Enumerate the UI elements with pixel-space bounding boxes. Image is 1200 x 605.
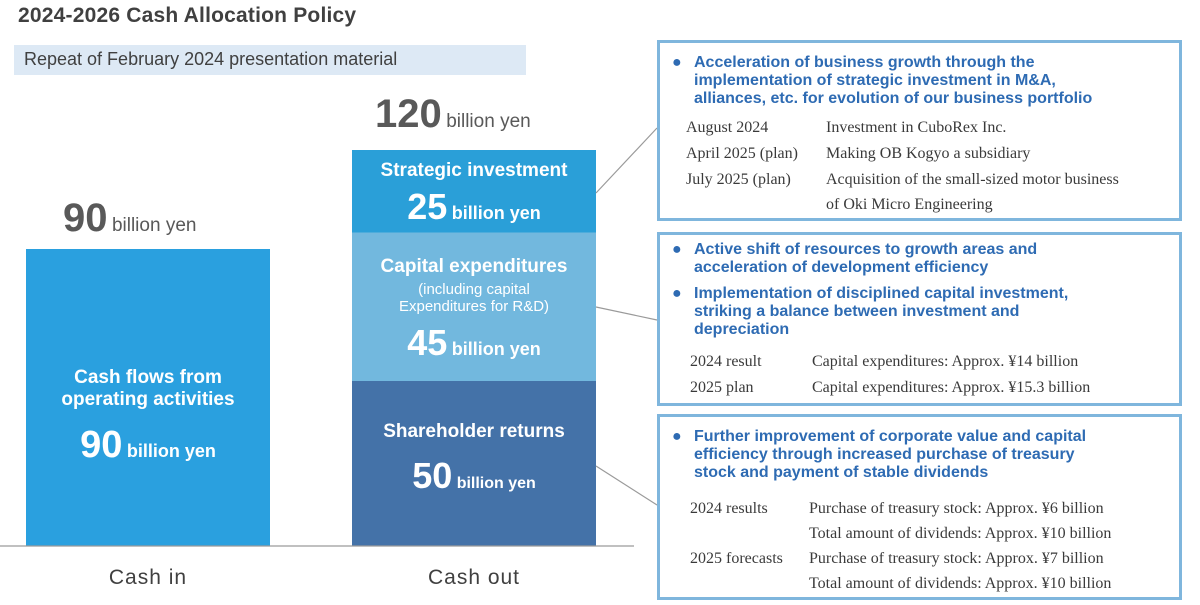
cash-out-total-value: 120 [375,92,442,136]
shareholder-row-text-1: Purchase of treasury stock: Approx. ¥6 b… [809,500,1104,517]
category-label-cash-in: Cash in [108,566,188,589]
capex-value-label: 45 billion yen [352,322,596,364]
bullet-icon: ● [672,428,682,445]
shareholder-value: 50 [412,455,453,496]
connector-strategic [595,127,658,194]
cash-in-bar [26,249,270,546]
strategic-value-label: 25 billion yen [352,186,596,228]
capex-row-text-2: Capital expenditures: Approx. ¥15.3 bill… [812,379,1091,396]
capex-note: (including capital Expenditures for R&D) [352,281,596,315]
connector-shareholder [595,465,658,506]
page-title: 2024-2026 Cash Allocation Policy [18,4,357,27]
capex-bullet-1-line2: acceleration of development efficiency [694,259,989,276]
capex-row-date-1: 2024 result [690,353,762,370]
bullet-icon: ● [672,241,682,258]
capex-bullet-1: ● Active shift of resources to growth ar… [672,241,1172,277]
strategic-investment-segment [352,150,596,233]
shareholder-bullet-line2: efficiency through increased purchase of… [694,446,1075,463]
capital-expenditures-segment [352,232,596,381]
cash-in-value: 90 [80,424,123,466]
cash-in-value-label: 90 billion yen [26,424,270,467]
subtitle-banner [14,45,526,75]
shareholder-bullet-line3: stock and payment of stable dividends [694,464,989,481]
capex-note-line2: Expenditures for R&D) [398,298,550,315]
bullet-icon: ● [672,285,682,302]
shareholder-row-text-2: Total amount of dividends: Approx. ¥10 b… [809,525,1112,542]
cash-out-total: 120 billion yen [375,92,531,137]
capex-row-text-1: Capital expenditures: Approx. ¥14 billio… [812,353,1079,370]
cash-in-total-unit: billion yen [111,215,197,236]
strategic-row-date-3: July 2025 (plan) [686,171,791,188]
strategic-value-unit: billion yen [451,203,541,223]
cash-out-total-unit: billion yen [446,111,531,132]
capex-bullet-2-line3: depreciation [694,321,790,338]
strategic-label: Strategic investment [380,160,568,181]
capex-bullet-2-line2: striking a balance between investment an… [694,303,1020,320]
subtitle: Repeat of February 2024 presentation mat… [24,49,398,69]
cash-in-total-value: 90 [63,196,108,240]
strategic-row-text-1: Investment in CuboRex Inc. [826,119,1007,136]
bullet-icon: ● [672,54,682,71]
strategic-row-text-3: Acquisition of the small-sized motor bus… [826,171,1119,188]
category-label-cash-out: Cash out [427,566,521,589]
strategic-bullet: ● Acceleration of business growth throug… [672,54,1172,108]
shareholder-row-date-1: 2024 results [690,500,768,517]
cash-in-label-line2: operating activities [61,389,235,410]
panel-capital-expenditures: ● Active shift of resources to growth ar… [657,232,1182,406]
shareholder-value-unit: billion yen [456,475,536,492]
strategic-row-text-2: Making OB Kogyo a subsidiary [826,145,1031,162]
strategic-row-text-4: of Oki Micro Engineering [826,196,993,213]
panel-strategic-investment: ● Acceleration of business growth throug… [657,40,1182,221]
capex-label: Capital expenditures [380,256,568,277]
capex-value-unit: billion yen [451,339,541,359]
shareholder-row-date-3: 2025 forecasts [690,550,783,567]
cash-in-label: Cash flows from operating activities [26,367,270,411]
shareholder-returns-segment [352,381,596,546]
capex-note-line1: (including capital [418,281,530,298]
strategic-bullet-line2: implementation of strategic investment i… [694,72,1056,89]
capex-bullet-1-line1: Active shift of resources to growth area… [694,241,1038,258]
panel-shareholder-returns: ● Further improvement of corporate value… [657,414,1182,600]
capex-bullet-2: ● Implementation of disciplined capital … [672,285,1172,339]
strategic-bullet-line1: Acceleration of business growth through … [694,54,1035,71]
shareholder-label: Shareholder returns [383,421,565,442]
cash-in-total: 90 billion yen [63,196,196,241]
strategic-bullet-line3: alliances, etc. for evolution of our bus… [694,90,1093,107]
shareholder-value-label: 50 billion yen [352,455,596,497]
strategic-row-date-1: August 2024 [686,119,769,136]
strategic-row-date-2: April 2025 (plan) [686,145,798,162]
connector-capex [595,306,658,321]
cash-in-value-unit: billion yen [126,441,216,461]
shareholder-bullet-line1: Further improvement of corporate value a… [694,428,1087,445]
capex-value: 45 [407,322,448,363]
capex-row-date-2: 2025 plan [690,379,754,396]
strategic-value: 25 [407,186,448,227]
shareholder-row-text-4: Total amount of dividends: Approx. ¥10 b… [809,575,1112,592]
capex-bullet-2-line1: Implementation of disciplined capital in… [694,285,1069,302]
cash-in-label-line1: Cash flows from [74,367,222,388]
shareholder-bullet: ● Further improvement of corporate value… [672,428,1172,482]
shareholder-row-text-3: Purchase of treasury stock: Approx. ¥7 b… [809,550,1104,567]
